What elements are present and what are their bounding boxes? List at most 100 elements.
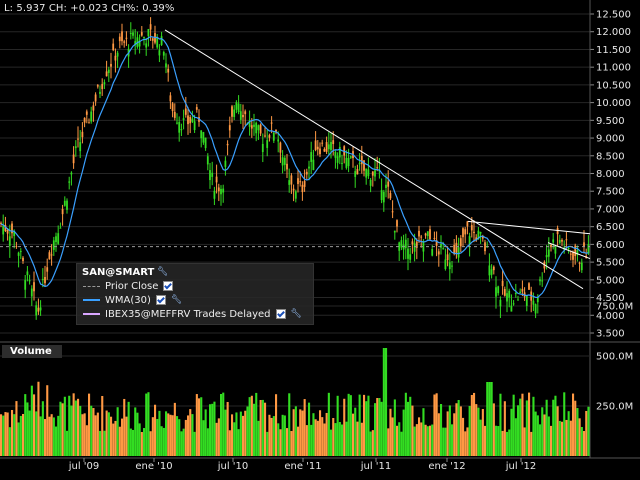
price-bar	[138, 40, 141, 47]
volume-bar	[127, 401, 130, 456]
time-tick-label: ene '10	[135, 461, 172, 472]
price-bar	[250, 125, 253, 129]
price-bar	[50, 254, 53, 256]
volume-bar	[215, 422, 218, 456]
price-bar	[464, 229, 467, 235]
price-bar	[261, 143, 264, 153]
price-tick-label: 3.500	[596, 329, 625, 340]
price-bar	[24, 280, 27, 290]
price-bar	[233, 109, 236, 117]
checkbox-icon[interactable]	[155, 295, 166, 305]
price-bar	[426, 231, 429, 237]
price-bar	[506, 293, 508, 302]
price-bar	[424, 233, 427, 236]
legend-panel[interactable]: SAN@SMART 🔧︎ Prior Close WMA(30) 🔧︎ IBEX…	[76, 263, 314, 325]
price-bar	[178, 122, 181, 133]
volume-bar	[213, 401, 216, 456]
volume-bar	[587, 406, 590, 456]
volume-bar	[277, 423, 280, 456]
volume-bar	[132, 429, 135, 456]
volume-bar	[539, 424, 542, 456]
volume-bar	[50, 414, 53, 456]
legend-item-prior-close[interactable]: Prior Close	[83, 279, 174, 293]
checkbox-icon[interactable]	[275, 309, 286, 319]
price-bar	[413, 243, 416, 252]
price-bar	[222, 188, 225, 193]
volume-bar	[77, 398, 80, 456]
volume-bar	[415, 424, 418, 456]
price-bar	[151, 38, 154, 41]
price-bar	[275, 129, 277, 132]
price-bar	[479, 231, 482, 234]
volume-bar	[92, 408, 95, 456]
volume-bar	[114, 420, 117, 456]
price-bar	[347, 157, 350, 167]
wrench-icon[interactable]: 🔧︎	[170, 294, 183, 305]
volume-bar	[433, 394, 436, 456]
price-bar	[371, 171, 374, 176]
volume-bar	[503, 401, 506, 456]
volume-bar	[136, 412, 139, 456]
volume-bar	[63, 396, 66, 456]
price-bar	[264, 135, 266, 137]
price-bar	[79, 142, 82, 152]
price-bar	[325, 142, 328, 152]
price-bar	[512, 303, 515, 305]
volume-bar	[481, 408, 484, 456]
legend-item-wma[interactable]: WMA(30) 🔧︎	[83, 293, 183, 307]
volume-bar	[495, 425, 498, 456]
volume-bar	[96, 412, 99, 456]
volume-bar	[160, 426, 163, 456]
volume-bar	[173, 402, 176, 456]
volume-bar	[281, 414, 284, 456]
volume-bar	[125, 416, 128, 456]
volume-bar	[145, 393, 148, 456]
price-bar	[442, 248, 445, 250]
price-bar	[305, 171, 308, 175]
checkbox-icon[interactable]	[163, 281, 174, 291]
volume-bar	[316, 420, 319, 456]
volume-bar	[532, 396, 535, 456]
price-bar	[382, 192, 385, 203]
price-bar	[17, 252, 20, 256]
volume-bar	[107, 412, 110, 456]
volume-bar	[165, 411, 168, 456]
price-bar	[316, 146, 319, 150]
price-bar	[204, 137, 207, 149]
price-bar	[409, 254, 412, 260]
price-bar	[393, 230, 396, 233]
volume-bar	[279, 429, 282, 456]
volume-bar	[479, 419, 482, 456]
price-bar	[114, 55, 117, 61]
volume-bar	[367, 395, 370, 456]
price-bar	[433, 237, 436, 239]
volume-bar	[574, 400, 577, 456]
price-bar	[158, 50, 161, 56]
price-bar	[77, 138, 79, 140]
volume-bar	[567, 411, 570, 456]
volume-bar	[211, 403, 214, 456]
wrench-icon[interactable]: 🔧︎	[157, 267, 169, 277]
volume-bar	[431, 424, 434, 456]
volume-bar	[85, 425, 88, 456]
legend-item-ibex[interactable]: IBEX35@MEFFRV Trades Delayed 🔧︎	[83, 307, 302, 321]
volume-tick-label: 500.0M	[596, 352, 633, 363]
line-icon	[83, 313, 100, 315]
volume-bar	[191, 414, 194, 456]
volume-tick-label: 750.0M	[596, 302, 633, 313]
volume-bar	[470, 394, 473, 456]
wrench-icon[interactable]: 🔧︎	[290, 308, 302, 319]
volume-bar	[266, 431, 269, 456]
price-bar	[112, 43, 115, 51]
volume-bar	[543, 414, 546, 456]
price-bar	[532, 300, 535, 305]
price-bar	[286, 163, 288, 170]
volume-bar	[380, 401, 383, 456]
volume-bar	[385, 348, 388, 456]
price-bar	[453, 244, 456, 255]
volume-bar	[528, 392, 531, 456]
volume-bar	[444, 427, 447, 456]
volume-bar	[151, 417, 154, 456]
price-bar	[63, 200, 66, 206]
